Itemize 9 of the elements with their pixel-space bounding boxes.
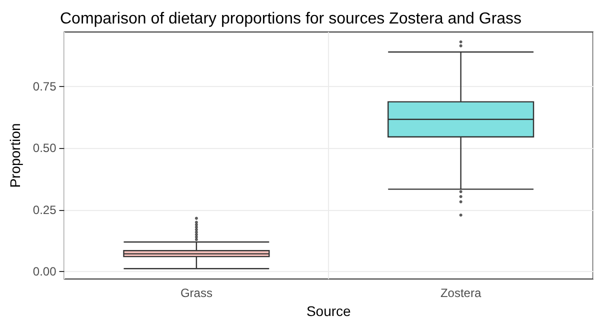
y-tick-label: 0.25 [32, 202, 57, 217]
x-tick-label: Zostera [440, 286, 482, 300]
chart-title: Comparison of dietary proportions for sources Zostera and Grass [60, 10, 522, 28]
x-axis-title: Source [306, 302, 352, 319]
y-tick-label: 0.50 [32, 141, 57, 156]
y-tick-label: 0.00 [32, 264, 57, 279]
y-tick-label: 0.75 [32, 80, 57, 94]
x-tick-label: Grass [180, 286, 212, 300]
y-axis-title: Proportion [7, 123, 23, 188]
